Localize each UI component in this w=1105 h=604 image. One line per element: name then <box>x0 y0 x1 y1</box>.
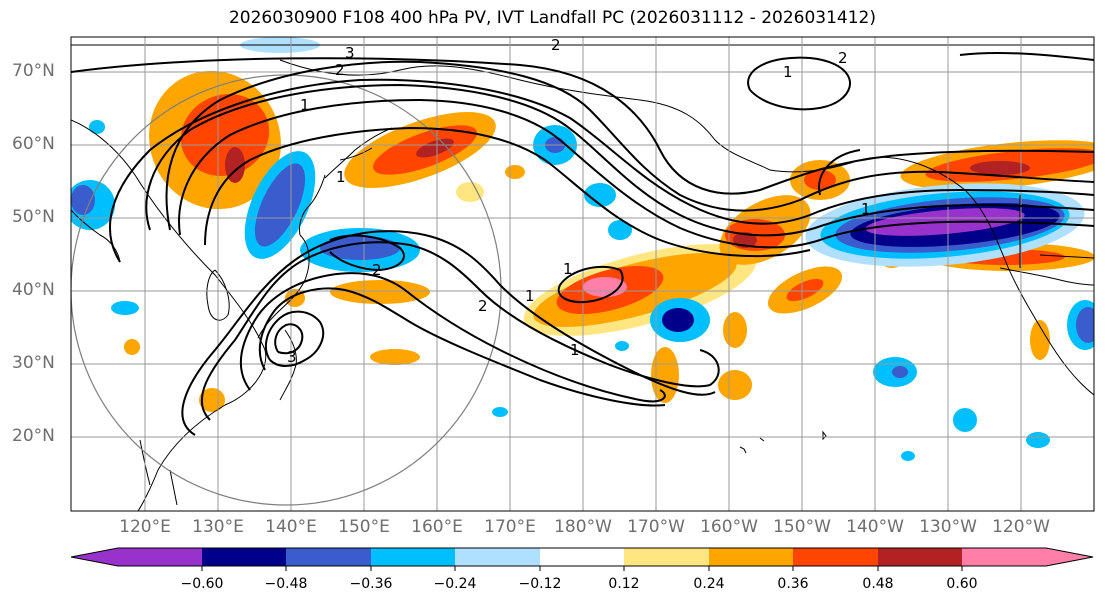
colorbar-ticks <box>201 566 963 571</box>
lat-label: 20°N <box>12 426 55 446</box>
lon-label: 180°W <box>554 517 612 537</box>
contour-label: 3 <box>287 348 297 366</box>
colorbar-tick-label: 0.12 <box>608 576 640 592</box>
contour-label: 1 <box>563 260 573 278</box>
colorbar-tick-label: −0.12 <box>518 576 562 592</box>
colorbar-bin <box>371 548 455 566</box>
contour-label: 2 <box>838 49 848 67</box>
colorbar-bin <box>793 548 878 566</box>
colorbar-tick-label: 0.36 <box>777 576 809 592</box>
contour-label: 1 <box>570 341 580 359</box>
map-panel: 3 2 1 2 1 1 2 1 2 1 1 3 2 1 <box>71 36 1094 511</box>
graticule <box>71 37 1094 511</box>
colorbar-extend-max <box>1046 548 1093 566</box>
colorbar-tick-label: 0.48 <box>862 576 894 592</box>
lon-label: 160°E <box>411 517 463 537</box>
lat-label: 60°N <box>12 134 55 154</box>
lon-label: 120°E <box>119 517 171 537</box>
colorbar-bin <box>118 548 202 566</box>
colorbar-bin <box>962 548 1046 566</box>
colorbar-bin <box>286 548 371 566</box>
colorbar-tick-label: −0.60 <box>180 576 224 592</box>
contour-label: 1 <box>861 200 871 218</box>
lat-label: 30°N <box>12 353 55 373</box>
contour-label: 2 <box>551 36 561 54</box>
lon-label: 130°W <box>919 517 977 537</box>
colorbar-outline <box>70 547 1094 567</box>
lat-label: 50°N <box>12 207 55 227</box>
colorbar-bin <box>709 548 793 566</box>
colorbar-bin <box>202 548 286 566</box>
lon-label: 150°W <box>773 517 831 537</box>
lon-label: 120°W <box>992 517 1050 537</box>
contour-label: 1 <box>783 63 793 81</box>
colorbar-bin <box>455 548 540 566</box>
colorbar <box>70 547 1094 571</box>
contour-label: 1 <box>300 96 310 114</box>
contour-labels: 3 2 1 2 1 1 2 1 2 1 1 3 2 1 <box>287 36 871 366</box>
colorbar-tick-label: −0.36 <box>349 576 393 592</box>
colorbar-bin <box>878 548 962 566</box>
radius-circle <box>71 74 502 506</box>
lon-label: 140°E <box>265 517 317 537</box>
contour-label: 2 <box>335 61 345 79</box>
colorbar-bin <box>624 548 709 566</box>
lon-label: 170°E <box>484 517 536 537</box>
figure-title: 2026030900 F108 400 hPa PV, IVT Landfall… <box>228 8 876 28</box>
lon-label: 130°E <box>192 517 244 537</box>
contour-label: 2 <box>372 261 382 279</box>
colorbar-tick-label: 0.60 <box>946 576 978 592</box>
contour-label: 3 <box>345 44 355 62</box>
contour-label: 2 <box>478 297 488 315</box>
ivt-contours <box>71 51 1094 436</box>
lon-label: 160°W <box>700 517 758 537</box>
map-frame <box>70 36 1095 512</box>
lon-label: 150°E <box>338 517 390 537</box>
lon-label: 140°W <box>846 517 904 537</box>
colorbar-bin <box>540 548 624 566</box>
colorbar-tick-label: −0.48 <box>264 576 308 592</box>
colorbar-tick-label: −0.24 <box>433 576 477 592</box>
lon-label: 170°W <box>627 517 685 537</box>
lat-label: 40°N <box>12 280 55 300</box>
contour-label: 1 <box>525 287 535 305</box>
contour-label: 1 <box>336 168 346 186</box>
colorbar-tick-label: 0.24 <box>693 576 725 592</box>
lat-label: 70°N <box>12 61 55 81</box>
colorbar-extend-min <box>71 548 118 566</box>
